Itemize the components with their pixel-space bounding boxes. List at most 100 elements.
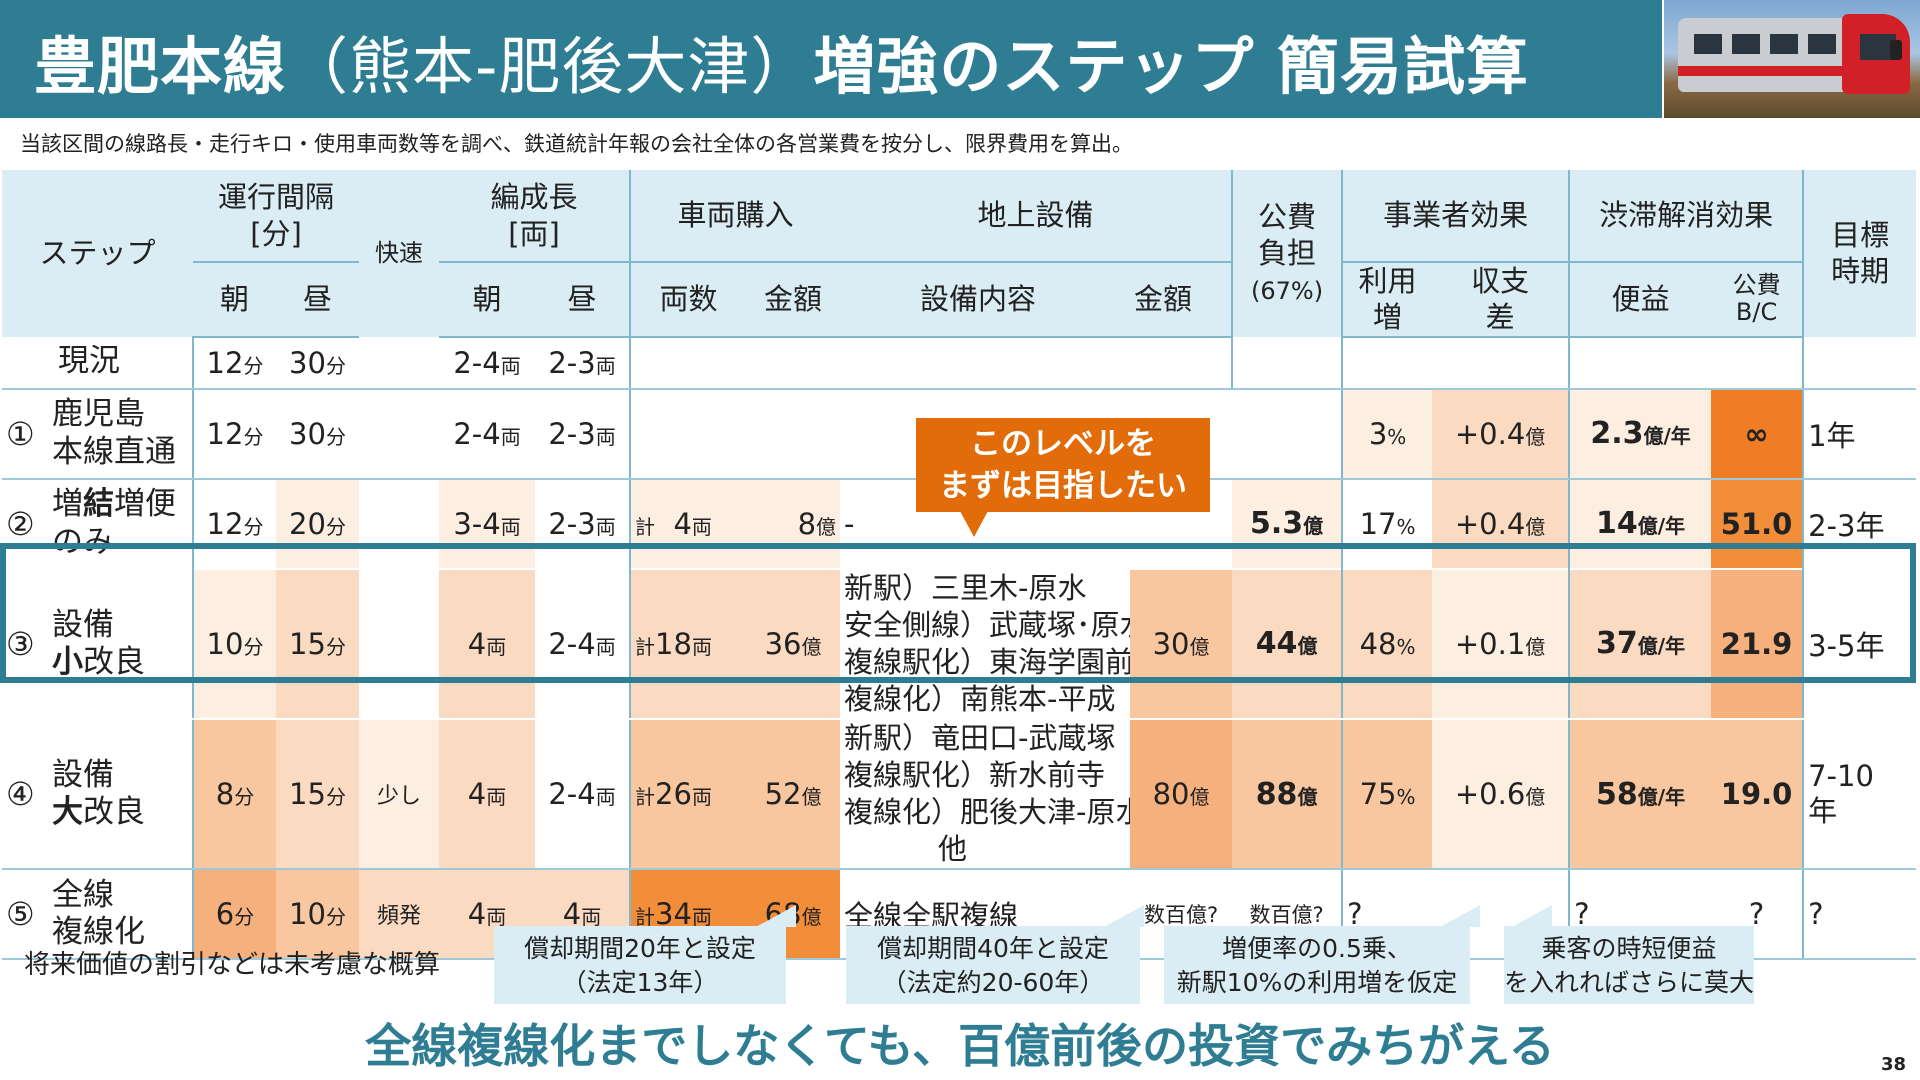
benefit: 14億/年 [1568,478,1712,569]
express: 少し [359,718,440,871]
benefit: 37億/年 [1568,567,1712,720]
step-label: ② 増結増便 のみ [6,486,176,560]
facility: 新駅）竜田口-武蔵塚 複線駅化）新水前寺 複線化）肥後大津-原水 他 [840,718,1131,871]
header-operator: 事業者効果 [1341,170,1570,263]
target: 2-3年 [1802,478,1917,569]
express: 頻発 [359,869,440,961]
vehicle-units: 計 4両 [629,478,747,569]
interval-pm: 10分 [276,869,360,961]
step-label: ① 鹿児島 本線直通 [2,388,193,480]
consist-pm: 2-4両 [535,567,631,720]
table-row-step5: ⑤ 全線 複線化 6分 10分 頻発 4両 4両 計34両 68億 全線全駅複線 数… [2,869,1917,961]
header-facility: 設備内容 金額 [840,262,1233,338]
interval-pm: 30分 [276,388,360,480]
vehicle-amount: 8億 [746,478,841,569]
public-burden: 44億 [1232,567,1343,720]
facility: 新駅）三里木-原水 安全側線）武蔵塚･原水 複線駅化）東海学園前 複線化）南熊本… [840,567,1131,720]
express [359,388,440,480]
interval-pm: 30分 [276,336,360,390]
table-row-step4: ④ 設備 大改良 8分 15分 少し 4両 2-4両 計26両 52億 新駅）竜田口… [2,718,1917,871]
header-vehicle: 車両購入 [629,170,841,263]
header-units: 両数 [629,262,747,338]
train-photo [1664,0,1920,118]
interval-am: 12分 [192,336,276,390]
consist-am: 2-4両 [439,336,536,390]
table-row-step3: ③ 設備 小改良 10分 15分 4両 2-4両 計18両 36億 新駅）三里木-原… [2,567,1917,720]
consist-am: 3-4両 [439,478,536,569]
header-interval-pm: 昼 [276,262,360,338]
header-row-1: ステップ 運行間隔 [分] 快速 編成長 [両] 車両購入 地上設備 公費 負担 (67… [2,170,1917,337]
note-usage-assumption: 増便率の0.5乗、 新駅10%の利用増を仮定 [1164,926,1470,1004]
bc: 19.0 [1711,718,1804,871]
title-bar: 豊肥本線（熊本-肥後大津）増強のステップ 簡易試算 [0,0,1662,118]
step-label: 現況 [2,336,193,390]
balance: +0.4億 [1432,388,1570,480]
note-pointer [1104,905,1144,927]
interval-am: 12分 [192,388,276,480]
table-row-current: 現況 12分 30分 2-4両 2-3両 [2,336,1917,390]
bc: 51.0 [1711,478,1804,569]
header-target: 目標 時期 [1802,170,1917,337]
table-row-step2: ② 増結増便 のみ 12分 20分 3-4両 2-3両 計 4両 8億 - 5.3億… [2,478,1917,569]
header-consist-am: 朝 [439,262,536,338]
express [359,336,440,390]
target: 3-5年 [1802,567,1917,720]
benefit: 58億/年 [1568,718,1712,871]
header-row-2: 朝 昼 朝 昼 両数 金額 設備内容 金額 利用増 収支差 便益 公費 B/C [2,262,1916,338]
interval-pm: 15分 [276,567,360,720]
express [359,567,440,720]
header-consist: 編成長 [両] [439,170,631,263]
step-label: ⑤ 全線 複線化 [2,869,193,961]
ground-amount: 80億 [1130,718,1233,871]
interval-am: 6分 [192,869,276,961]
callout-bubble: このレベルを まずは目指したい [916,418,1210,512]
usage: 3% [1341,388,1433,480]
header-interval-am: 朝 [193,262,276,338]
header-congestion: 渋滞解消効果 [1568,170,1804,263]
target: ? [1802,869,1917,961]
bc: 21.9 [1711,567,1804,720]
header-balance: 収支差 [1432,262,1570,338]
interval-pm: 15分 [276,718,360,871]
benefit: 2.3億/年 [1568,388,1712,480]
note-depreciation-20: 償却期間20年と設定 （法定13年） [494,926,786,1004]
usage: 48% [1341,567,1433,720]
bc: ∞ [1711,388,1804,480]
conclusion: 全線複線化までしなくても、百億前後の投資でみちがえる [365,1019,1555,1073]
step-label: ③ 設備 小改良 [2,567,193,720]
step-label: ④ 設備 大改良 [2,718,193,871]
header-interval: 運行間隔 [分] [193,170,360,263]
interval-pm: 20分 [276,478,360,569]
consist-am: 4両 [439,567,536,720]
header-step: ステップ [2,170,193,337]
target: 1年 [1802,388,1917,480]
facility: - [844,506,855,541]
consist-pm: 2-3両 [535,388,631,480]
note-pointer [1512,905,1552,927]
header-benefit: 便益 [1568,262,1712,338]
consist-pm: 2-3両 [548,506,616,541]
page-number: 38 [1880,1054,1906,1075]
consist-pm: 2-4両 [535,718,631,871]
public-burden: 5.3億 [1232,478,1343,569]
vehicle-units: 計26両 [629,718,747,871]
subtitle: 当該区間の線路長・走行キロ・使用車両数等を調べ、鉄道統計年報の会社全体の各営業費… [20,132,1133,156]
header-public: 公費 負担 (67%) [1231,170,1343,337]
header-usage: 利用増 [1341,262,1433,338]
header-express: 快速 [359,170,440,337]
interval-am: 10分 [192,567,276,720]
header-bc: 公費 B/C [1711,262,1804,338]
interval-am: 12分 [192,478,276,569]
note-discount: 将来価値の割引などは未考慮な概算 [24,950,441,980]
page-title: 豊肥本線（熊本-肥後大津）増強のステップ 簡易試算 [34,30,1529,103]
balance: +0.1億 [1432,567,1570,720]
header-amount: 金額 [746,262,841,338]
balance: +0.4億 [1432,478,1570,569]
interval-am: 8分 [192,718,276,871]
callout-tail [960,511,988,537]
consist-am: 2-4両 [439,388,536,480]
header-ground: 地上設備 [840,170,1233,263]
note-pointer [1440,905,1480,927]
balance: +0.6億 [1432,718,1570,871]
consist-pm: 2-3両 [535,336,631,390]
